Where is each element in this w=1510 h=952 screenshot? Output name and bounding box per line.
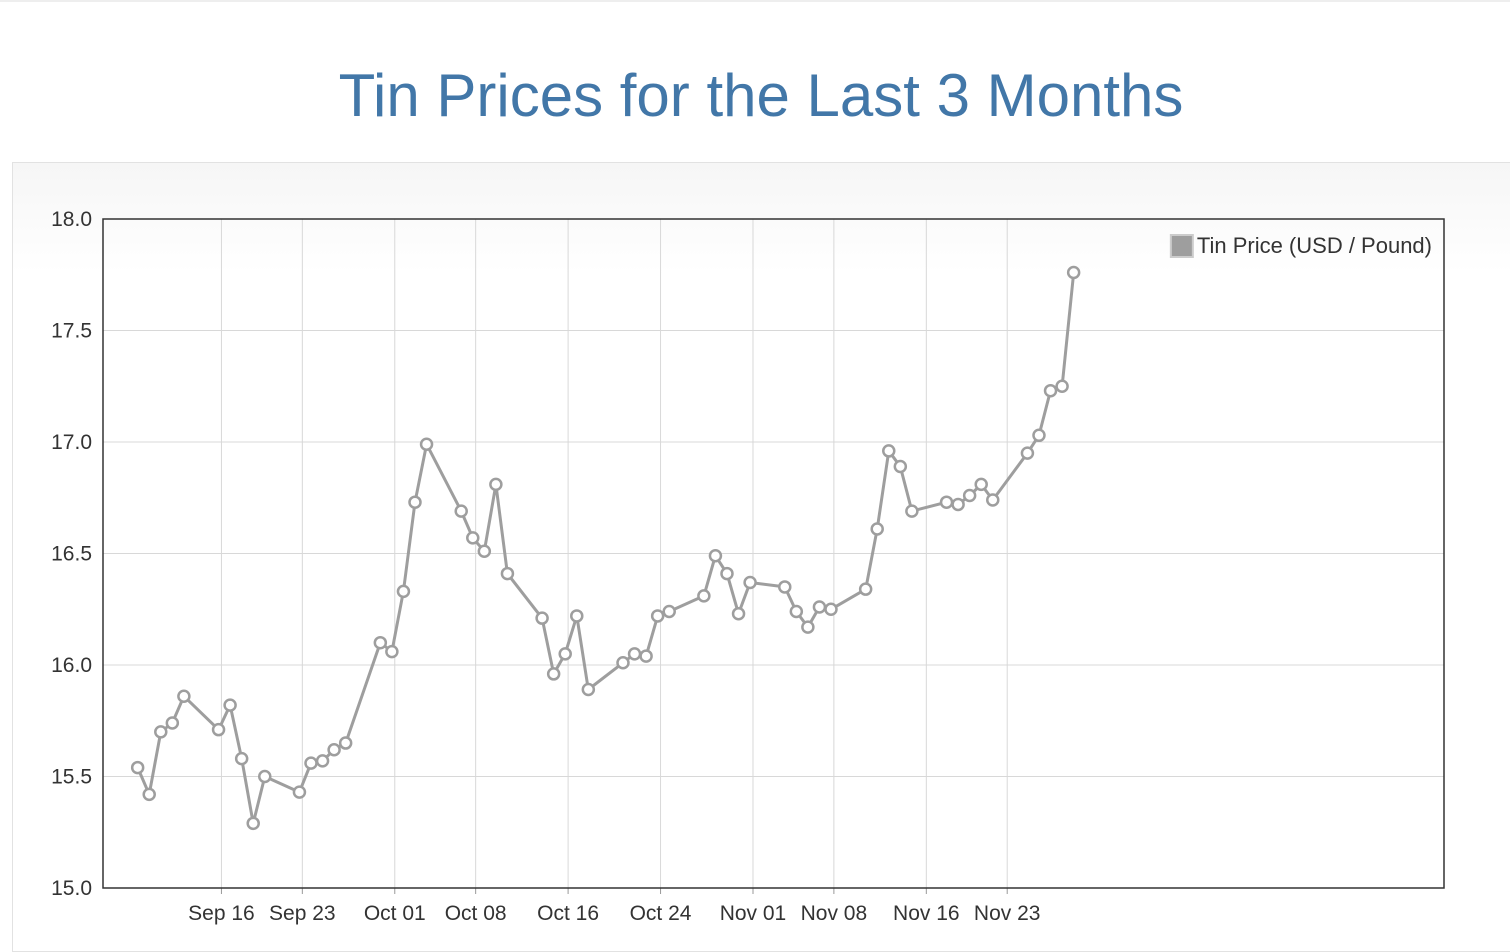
data-point (223, 698, 237, 712)
data-point (408, 495, 422, 509)
data-point (939, 495, 954, 509)
data-point (535, 611, 549, 625)
data-point (581, 682, 596, 697)
data-point (720, 566, 734, 581)
data-point (546, 667, 561, 681)
top-border (0, 0, 1510, 2)
data-point (627, 647, 642, 661)
data-point (177, 689, 191, 703)
data-point (616, 656, 630, 670)
data-point (743, 575, 757, 590)
data-point (570, 609, 584, 623)
data-point (905, 504, 919, 518)
data-point (1043, 383, 1058, 398)
series-line (136, 272, 1076, 825)
y-tick-label: 16.0 (51, 654, 92, 677)
data-point (708, 548, 723, 563)
plot-frame (102, 218, 1445, 889)
x-tick-label: Nov 08 (801, 902, 868, 925)
data-point (385, 644, 399, 659)
data-point (419, 437, 434, 451)
data-point (246, 816, 260, 831)
data-point (373, 635, 388, 650)
data-point (824, 602, 838, 616)
data-point (789, 604, 804, 619)
data-point (130, 760, 145, 775)
data-point (234, 751, 249, 766)
data-point (154, 725, 168, 739)
data-point (1066, 265, 1081, 280)
data-point (962, 488, 977, 503)
data-point (292, 785, 307, 799)
x-tick-label: Oct 01 (364, 902, 426, 925)
data-point (315, 754, 330, 768)
data-point (801, 620, 815, 634)
x-tick-label: Oct 16 (537, 902, 599, 925)
x-tick-label: Sep 23 (269, 902, 336, 925)
y-axis-ticks: 15.0 15.5 16.0 16.5 17.0 17.5 18.0 (51, 208, 92, 900)
y-tick-label: 16.5 (51, 543, 92, 566)
data-point (211, 722, 226, 737)
tin-price-chart: 15.0 15.5 16.0 16.5 17.0 17.5 18.0 Sep 16 Sep 2… (51, 208, 1445, 925)
data-point (454, 504, 468, 518)
data-point (1032, 428, 1046, 443)
legend[interactable]: Tin Price (USD / Pound) (1169, 233, 1432, 258)
data-point (396, 584, 411, 599)
chart-panel: 15.0 15.5 16.0 16.5 17.0 17.5 18.0 Sep 16 Sep 2… (12, 162, 1510, 952)
data-point (466, 531, 480, 545)
x-tick-label: Nov 23 (974, 902, 1041, 925)
x-tick-label: Nov 16 (893, 902, 960, 925)
data-point (812, 600, 827, 614)
data-point (304, 756, 318, 770)
x-tick-label: Oct 08 (445, 902, 507, 925)
data-point (338, 736, 353, 750)
data-point (258, 769, 272, 784)
y-tick-label: 18.0 (51, 208, 92, 231)
data-point (893, 459, 908, 474)
data-point (477, 544, 492, 559)
y-tick-label: 15.5 (51, 766, 92, 789)
data-point (639, 649, 653, 663)
y-tick-label: 15.0 (51, 877, 92, 900)
data-point (1020, 446, 1035, 460)
data-point (697, 589, 711, 603)
data-point (882, 444, 896, 458)
data-point (870, 522, 884, 536)
legend-swatch[interactable] (1169, 234, 1194, 258)
data-point (500, 566, 515, 581)
x-tick-label: Nov 01 (720, 902, 787, 925)
data-point (650, 609, 665, 623)
data-point (858, 582, 873, 596)
data-point (558, 647, 572, 661)
axes (102, 218, 1445, 894)
data-point (974, 477, 988, 492)
data-point (778, 580, 792, 594)
page-title: Tin Prices for the Last 3 Months (338, 62, 1184, 129)
x-tick-label: Oct 24 (630, 902, 692, 925)
series-tin-price (130, 265, 1081, 831)
data-point (489, 477, 503, 492)
data-point (662, 604, 676, 619)
data-point (1055, 379, 1069, 393)
x-axis-ticks: Sep 16 Sep 23 Oct 01 Oct 08 Oct 16 Oct 24 Nov … (188, 902, 1040, 925)
data-point (327, 742, 341, 757)
y-tick-label: 17.5 (51, 320, 92, 343)
x-tick-label: Sep 16 (188, 902, 255, 925)
y-tick-label: 17.0 (51, 431, 92, 454)
data-point (731, 606, 746, 621)
grid (103, 219, 1444, 888)
data-point (986, 493, 1000, 507)
data-point (951, 497, 965, 512)
data-point (142, 787, 156, 802)
legend-label[interactable]: Tin Price (USD / Pound) (1197, 233, 1432, 258)
data-point (165, 716, 180, 730)
